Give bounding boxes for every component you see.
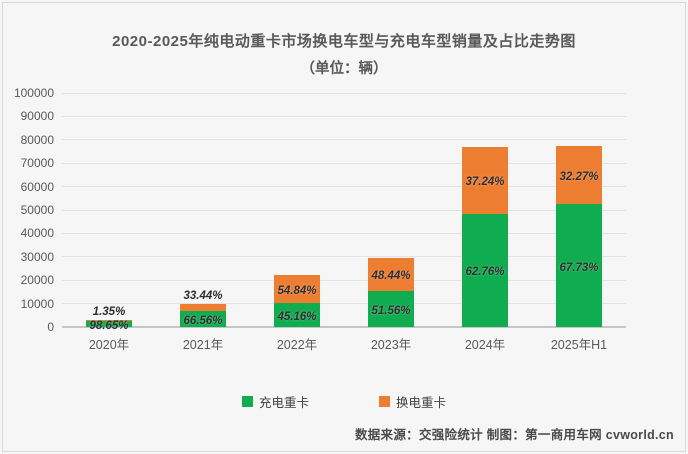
legend-label-swap: 换电重卡 — [396, 396, 447, 410]
y-axis-tick-label: 20000 — [20, 273, 54, 288]
swap-segment — [462, 146, 508, 214]
y-axis-tick-label: 90000 — [20, 109, 54, 124]
swap-segment — [556, 145, 602, 205]
bar-column: 51.56% 48.44% — [344, 93, 438, 327]
charging-pct-label: 51.56% — [371, 305, 411, 318]
x-axis-tick-label: 2023年 — [370, 338, 412, 352]
bar-column: 98.65% 1.35% — [62, 93, 156, 332]
stacked-bar — [180, 303, 226, 327]
bar-column: 67.73% 32.27% — [532, 93, 626, 327]
y-axis-tick-label: 50000 — [20, 203, 54, 217]
gridline — [62, 186, 626, 188]
x-axis-tick-label: 2022年 — [276, 338, 318, 352]
charging-pct-label: 45.16% — [277, 311, 317, 324]
plot-area: 98.65% 1.35% 66.56% 33.44% 45.16% 54.84% 51.56… — [62, 92, 626, 332]
x-axis-tick-label: 2025年H1 — [550, 338, 608, 352]
charging-swatch-icon — [241, 396, 253, 407]
gridline — [62, 256, 626, 258]
y-axis-tick-label: 70000 — [20, 156, 54, 171]
legend-item-charging: 充电重卡 — [241, 392, 309, 411]
chart-subtitle: （单位：辆） — [300, 61, 388, 77]
swap-pct-label: 54.84% — [277, 285, 317, 298]
x-axis-tick-label: 2020年 — [88, 338, 130, 352]
y-axis-tick-label: 40000 — [20, 226, 54, 241]
legend-label-charging: 充电重卡 — [258, 396, 309, 410]
stacked-bar — [274, 274, 320, 327]
swap-segment — [368, 257, 414, 292]
bar-column: 45.16% 54.84% — [250, 93, 344, 327]
swap-segment — [180, 303, 226, 312]
gridline — [62, 162, 626, 164]
stacked-bar — [556, 145, 602, 327]
y-axis-tick-label: 60000 — [20, 179, 54, 194]
y-axis: 0 10000 20000 30000 40000 50000 60000 70000 8000… — [0, 86, 54, 334]
charging-segment — [368, 291, 414, 327]
gridline — [62, 209, 626, 211]
chart-title-block: 2020-2025年纯电动重卡市场换电车型与充电车型销量及占比走势图 （单位：辆… — [0, 30, 688, 78]
bar-column: 62.76% 37.24% — [438, 93, 532, 327]
y-axis-tick-label: 10000 — [20, 296, 54, 311]
swap-pct-label: 33.44% — [183, 289, 223, 302]
swap-pct-label: 1.35% — [92, 305, 126, 318]
chart-title: 2020-2025年纯电动重卡市场换电车型与充电车型销量及占比走势图 — [112, 33, 576, 50]
swap-segment — [274, 274, 320, 304]
charging-segment — [462, 213, 508, 327]
gridline — [62, 232, 626, 234]
charging-segment — [180, 311, 226, 327]
bar-column: 66.56% 33.44% — [156, 93, 250, 327]
legend-item-swap: 换电重卡 — [379, 392, 446, 411]
charging-segment — [556, 204, 602, 327]
x-axis-line — [62, 326, 626, 328]
y-axis-tick-label: 0 — [47, 320, 54, 334]
y-axis-tick-label: 30000 — [20, 249, 54, 264]
gridline — [62, 92, 626, 94]
swap-pct-label: 32.27% — [559, 171, 599, 184]
charging-segment — [274, 303, 320, 327]
charging-pct-label: 67.73% — [559, 261, 599, 274]
x-axis: 2020年 2021年 2022年 2023年 2024年 2025年H1 — [62, 334, 626, 352]
swap-pct-label: 48.44% — [371, 270, 411, 283]
y-axis-tick-label: 100000 — [13, 86, 54, 100]
gridline — [62, 115, 626, 117]
swap-segment — [86, 319, 132, 321]
charging-segment — [86, 321, 132, 327]
stacked-bar — [86, 319, 132, 327]
x-axis-tick-label: 2024年 — [464, 338, 506, 352]
charging-pct-label: 66.56% — [183, 315, 223, 328]
charging-pct-label: 62.76% — [465, 266, 505, 279]
legend: 充电重卡 换电重卡 — [0, 392, 688, 411]
y-axis-tick-label: 80000 — [20, 132, 54, 147]
gridline — [62, 279, 626, 281]
gridline — [62, 139, 626, 141]
swap-pct-label: 37.24% — [465, 176, 505, 189]
stacked-bar — [462, 146, 508, 327]
swap-swatch-icon — [379, 396, 390, 407]
gridline — [62, 303, 626, 305]
x-axis-tick-label: 2021年 — [182, 338, 224, 352]
charging-pct-label: 98.65% — [89, 319, 129, 332]
stacked-bar — [368, 257, 414, 327]
data-source-note: 数据来源：交强险统计 制图：第一商用车网 cvworld.cn — [354, 428, 674, 442]
